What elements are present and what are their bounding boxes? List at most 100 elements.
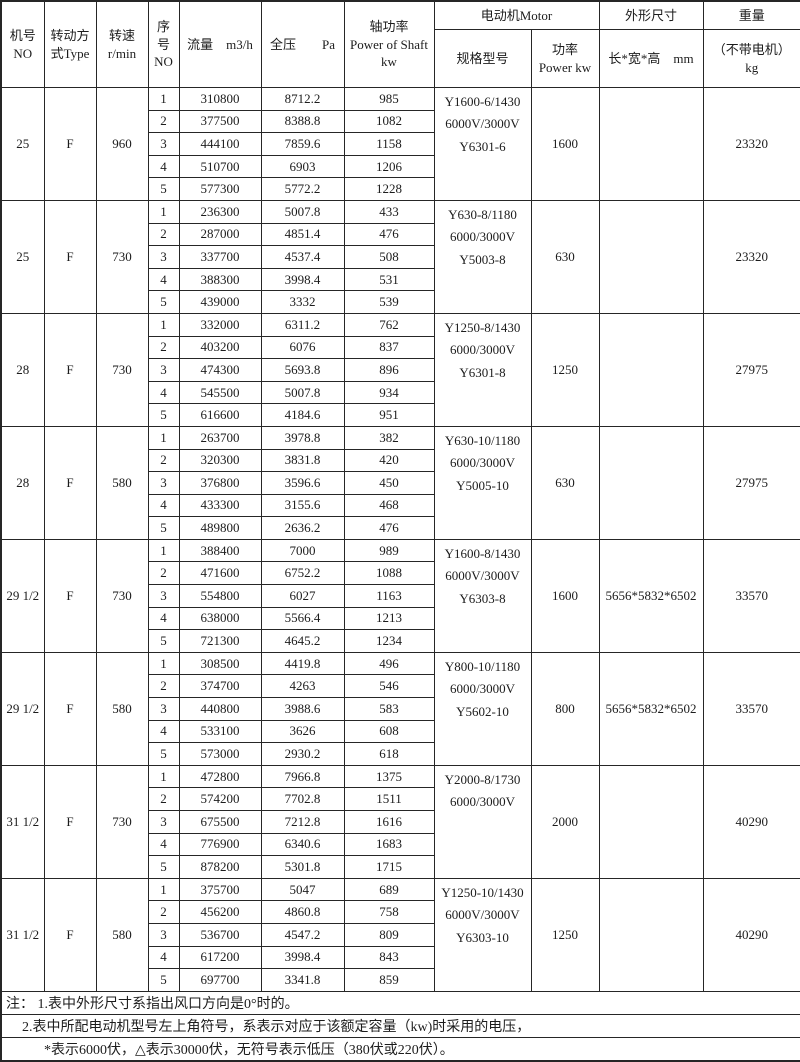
drive-type-cell: F xyxy=(43,425,97,540)
dimensions-cell xyxy=(598,425,704,540)
machine-no-cell: 25 xyxy=(0,199,45,314)
spec-row: 31 1/2 F 580 1 375700 5047 689 Y1250-10/1430 600… xyxy=(0,877,800,992)
seq-cell: 2 xyxy=(147,109,180,134)
spec-row: 5 577300 5772.2 1228 xyxy=(1,177,800,201)
seq-cell: 2 xyxy=(147,335,180,360)
col-header-shaft-power: 轴功率 Power of Shaft kw xyxy=(343,0,435,88)
motor-model-cell: Y2000-8/1730 6000/3000V xyxy=(433,764,532,879)
seq-cell: 4 xyxy=(147,267,180,292)
spec-row: 3 337700 4537.4 508 xyxy=(1,245,800,269)
speed-cell: 730 xyxy=(95,312,149,427)
shaft-power-cell: 689 xyxy=(343,877,435,902)
spec-row: 25 F 730 1 236300 5007.8 433 Y630-8/1180 6000/30… xyxy=(0,199,800,314)
flow-cell: 510700 xyxy=(178,154,262,179)
pressure-cell: 8388.8 xyxy=(260,109,345,134)
speed-cell: 580 xyxy=(95,425,149,540)
table-header: 机号 NO 转动方 式Type 转速 r/min 序 号 NO 流量 m3/h … xyxy=(0,0,800,88)
pressure-cell: 3596.6 xyxy=(260,471,345,495)
speed-cell: 580 xyxy=(95,651,149,766)
pressure-cell: 4419.8 xyxy=(260,651,345,676)
col-header-weight-group: 重量 xyxy=(702,0,800,30)
pressure-cell: 5693.8 xyxy=(260,358,345,382)
flow-cell: 721300 xyxy=(178,629,262,653)
seq-cell: 1 xyxy=(147,764,180,789)
seq-cell: 4 xyxy=(147,606,180,631)
spec-row: 4 776900 6340.6 1683 xyxy=(1,832,800,857)
flow-cell: 388400 xyxy=(178,538,262,563)
spec-row: 28 F 730 1 332000 6311.2 762 Y1250-8/1430 6000/3… xyxy=(0,312,800,427)
col-header-dimensions: 长*宽*高 mm xyxy=(598,29,704,88)
pressure-cell: 6311.2 xyxy=(260,312,345,337)
speed-cell: 730 xyxy=(95,199,149,314)
flow-cell: 574200 xyxy=(178,787,262,811)
flow-cell: 536700 xyxy=(178,922,262,947)
shaft-power-cell: 985 xyxy=(343,87,435,111)
shaft-power-cell: 420 xyxy=(343,448,435,473)
seq-cell: 5 xyxy=(147,855,180,879)
seq-cell: 3 xyxy=(147,922,180,947)
speed-cell: 580 xyxy=(95,877,149,992)
drive-type-cell: F xyxy=(43,538,97,653)
col-header-pressure: 全压 Pa xyxy=(260,0,345,88)
pressure-cell: 4860.8 xyxy=(260,900,345,924)
seq-cell: 4 xyxy=(147,154,180,179)
flow-cell: 533100 xyxy=(178,719,262,744)
shaft-power-cell: 476 xyxy=(343,222,435,247)
pressure-cell: 6903 xyxy=(260,154,345,179)
motor-model-cell: Y1600-6/1430 6000V/3000V Y6301-6 xyxy=(433,87,532,201)
shaft-power-cell: 508 xyxy=(343,245,435,269)
weight-cell: 23320 xyxy=(702,199,800,314)
seq-cell: 2 xyxy=(147,448,180,473)
seq-cell: 5 xyxy=(147,516,180,540)
flow-cell: 439000 xyxy=(178,290,262,314)
pressure-cell: 3626 xyxy=(260,719,345,744)
seq-cell: 4 xyxy=(147,493,180,518)
seq-cell: 1 xyxy=(147,87,180,111)
dimensions-cell xyxy=(598,199,704,314)
shaft-power-cell: 433 xyxy=(343,199,435,224)
note-line-3: *表示6000伏，△表示30000伏，无符号表示低压（380伏或220伏）。 xyxy=(0,1036,800,1062)
shaft-power-cell: 758 xyxy=(343,900,435,924)
flow-cell: 337700 xyxy=(178,245,262,269)
pressure-cell: 3988.6 xyxy=(260,697,345,721)
motor-model-line: Y6303-8 xyxy=(459,590,506,606)
pressure-cell: 4645.2 xyxy=(260,629,345,653)
motor-model-line: 6000/3000V xyxy=(450,681,515,697)
dimensions-cell xyxy=(598,312,704,427)
seq-cell: 1 xyxy=(147,877,180,902)
table-notes: 注： 1.表中外形尺寸系指出风口方向是0°时的。 2.表中所配电动机型号左上角符… xyxy=(0,990,800,1062)
pressure-cell: 4851.4 xyxy=(260,222,345,247)
flow-cell: 310800 xyxy=(178,87,262,111)
pressure-cell: 6340.6 xyxy=(260,832,345,857)
weight-cell: 27975 xyxy=(702,312,800,427)
flow-cell: 472800 xyxy=(178,764,262,789)
seq-cell: 3 xyxy=(147,697,180,721)
spec-row: 25 F 960 1 310800 8712.2 985 Y1600-6/1430 6000V/… xyxy=(0,87,800,201)
motor-model-line: Y2000-8/1730 xyxy=(444,771,521,787)
dimensions-cell: 5656*5832*6502 xyxy=(598,651,704,766)
motor-model-line: 6000V/3000V xyxy=(445,116,520,132)
spec-row: 4 617200 3998.4 843 xyxy=(1,945,800,970)
pressure-cell: 3341.8 xyxy=(260,968,345,992)
seq-cell: 2 xyxy=(147,787,180,811)
spec-row: 29 1/2 F 580 1 308500 4419.8 496 Y800-10/1180 60… xyxy=(0,651,800,766)
dimensions-cell xyxy=(598,877,704,992)
pressure-cell: 4547.2 xyxy=(260,922,345,947)
seq-cell: 2 xyxy=(147,674,180,699)
shaft-power-cell: 859 xyxy=(343,968,435,992)
col-header-seq: 序 号 NO xyxy=(147,0,180,88)
shaft-power-cell: 1082 xyxy=(343,109,435,134)
dimensions-cell xyxy=(598,87,704,201)
pressure-cell: 3155.6 xyxy=(260,493,345,518)
seq-cell: 3 xyxy=(147,810,180,834)
spec-row: 5 878200 5301.8 1715 xyxy=(1,855,800,879)
col-header-dimensions-group: 外形尺寸 xyxy=(598,0,704,30)
col-header-machine-no: 机号 NO xyxy=(0,0,45,88)
shaft-power-cell: 1616 xyxy=(343,810,435,834)
shaft-power-cell: 450 xyxy=(343,471,435,495)
seq-cell: 5 xyxy=(147,629,180,653)
pressure-cell: 7966.8 xyxy=(260,764,345,789)
pressure-cell: 7702.8 xyxy=(260,787,345,811)
flow-cell: 616600 xyxy=(178,403,262,427)
drive-type-cell: F xyxy=(43,764,97,879)
